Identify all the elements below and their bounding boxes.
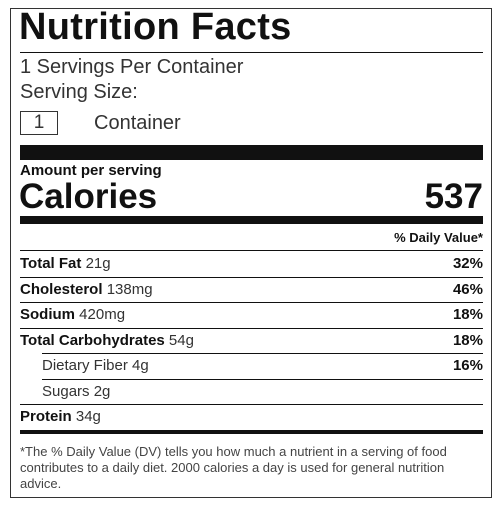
nutrient-amount: 34g (75, 408, 101, 425)
nutrient-row: Protein 34g (20, 404, 483, 429)
daily-value: 46% (452, 280, 483, 298)
amount-per-serving: Amount per serving (20, 162, 162, 179)
calories-value: 537 (424, 177, 483, 216)
daily-value: 18% (452, 331, 483, 349)
nutrient-row: Dietary Fiber 4g 16% (42, 353, 483, 378)
servings-per-container: 1 Servings Per Container (20, 56, 244, 78)
serving-size-unit: Container (94, 112, 181, 134)
daily-value: 16% (452, 357, 483, 374)
divider (42, 353, 483, 354)
nutrient-name: Sodium (20, 306, 75, 323)
nutrient-name: Sugars (42, 382, 90, 400)
serving-size-quantity: 1 (20, 111, 58, 135)
nutrient-row: Cholesterol 138mg 46% (20, 277, 483, 302)
nutrient-name: Cholesterol (20, 280, 103, 298)
divider (20, 250, 483, 251)
nutrient-name: Dietary Fiber (42, 357, 128, 374)
divider (20, 302, 483, 303)
footnote: *The % Daily Value (DV) tells you how mu… (20, 443, 447, 491)
nutrient-row: Total Carbohydrates 54g 18% (20, 328, 483, 353)
daily-value: 18% (452, 306, 483, 323)
nutrient-amount: 420mg (79, 306, 126, 323)
daily-value-header: % Daily Value* (394, 230, 483, 245)
serving-size-label: Serving Size: (20, 81, 138, 103)
nutrient-amount: 54g (168, 331, 194, 349)
nutrient-row: Total Fat 21g 32% (20, 251, 483, 276)
nutrition-label (10, 8, 492, 498)
nutrient-name: Protein (20, 408, 72, 425)
nutrient-name: Total Carbohydrates (20, 331, 165, 349)
divider (20, 429, 483, 434)
divider (42, 378, 483, 380)
nutrient-name: Total Fat (20, 255, 82, 272)
divider (20, 327, 483, 329)
divider (20, 52, 483, 53)
nutrient-row: Sugars 2g (42, 379, 483, 404)
thick-divider (20, 216, 483, 224)
daily-value: 32% (452, 255, 483, 272)
nutrient-amount: 138mg (106, 280, 153, 298)
calories-label: Calories (19, 177, 158, 216)
nutrient-amount: 4g (132, 357, 149, 374)
divider (20, 276, 483, 278)
title: Nutrition Facts (19, 6, 292, 48)
thick-divider (20, 145, 483, 160)
nutrient-amount: 2g (93, 382, 111, 400)
nutrient-amount: 21g (85, 255, 111, 272)
divider (20, 404, 483, 405)
nutrient-row: Sodium 420mg 18% (20, 302, 483, 327)
